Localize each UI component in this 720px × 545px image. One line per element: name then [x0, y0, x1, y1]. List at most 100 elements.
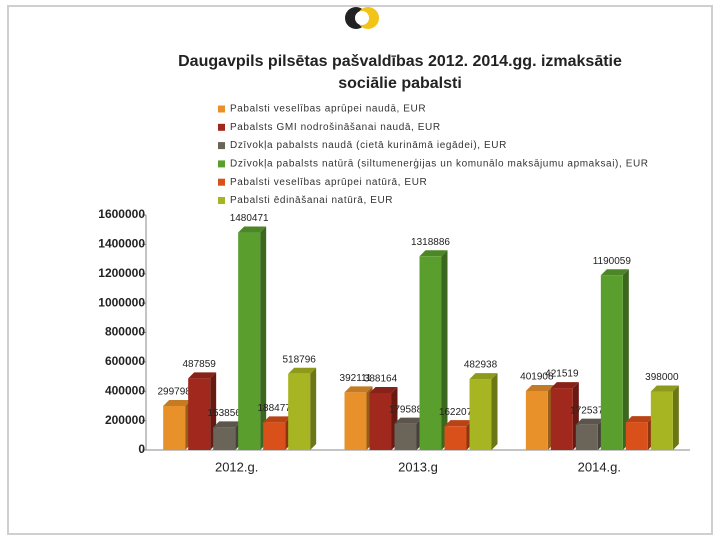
value-label: 1480471	[230, 213, 269, 224]
bar	[344, 386, 373, 450]
legend-swatch	[218, 123, 225, 131]
bar-face	[288, 373, 311, 450]
value-label: 1318886	[411, 237, 450, 248]
bar-top	[369, 386, 398, 393]
value-label: 518796	[282, 354, 316, 365]
y-tick-label: 1200000	[98, 266, 145, 280]
bar	[263, 416, 292, 450]
bar-top	[469, 373, 498, 380]
bar-side	[622, 269, 629, 450]
bar	[444, 420, 473, 450]
value-label: 179588	[389, 404, 423, 415]
bar-top	[238, 226, 267, 233]
value-label: 299798	[157, 387, 191, 398]
value-label: 188477	[257, 403, 291, 414]
bar-face	[263, 422, 286, 450]
value-label: 487859	[182, 359, 216, 370]
bar-top	[650, 385, 679, 392]
bar-side	[491, 373, 498, 450]
bar-side	[672, 385, 679, 450]
legend-swatch	[218, 178, 225, 186]
bar	[550, 382, 579, 450]
bar-face	[238, 232, 261, 450]
y-tick-label: 800000	[105, 325, 145, 339]
y-tick-label: 400000	[105, 383, 145, 397]
bar-face	[444, 426, 467, 450]
bar	[213, 421, 242, 450]
legend-label: Pabalsti veselības aprūpei natūrā, EUR	[230, 177, 427, 188]
value-label: 153856	[207, 408, 241, 419]
x-tick-label: 2014.g.	[578, 459, 621, 474]
bar-top	[444, 420, 473, 427]
bar	[419, 250, 448, 450]
legend-label: Dzīvokļa pabalsts natūrā (siltumenerģija…	[230, 157, 649, 170]
bar-face	[575, 424, 598, 450]
bar-top	[188, 372, 217, 379]
bar	[369, 386, 398, 450]
bar	[238, 226, 267, 450]
bar-face	[163, 405, 186, 450]
logo	[345, 7, 379, 29]
legend-label: Dzīvokļa pabalsts naudā (cietā kurināmā …	[230, 140, 507, 151]
value-label: 392111	[340, 373, 372, 384]
bar-top	[419, 250, 448, 257]
bar-side	[310, 367, 317, 450]
bar	[163, 399, 192, 450]
x-tick-label: 2012.g.	[215, 459, 258, 474]
y-tick-label: 1000000	[98, 295, 145, 309]
bar-face	[213, 427, 236, 450]
bar	[288, 367, 317, 450]
bar	[525, 384, 554, 450]
y-tick-label: 200000	[105, 413, 145, 427]
bar-top	[575, 418, 604, 425]
bar-face	[600, 275, 623, 450]
legend-swatch	[218, 197, 225, 204]
value-label: 172537	[570, 405, 604, 416]
bar-top	[344, 386, 373, 393]
y-tick-label: 600000	[105, 354, 145, 368]
value-label: 482938	[464, 360, 498, 371]
bar-face	[625, 422, 648, 450]
bar-side	[260, 226, 267, 450]
legend-label: Pabalsts GMI nodrošināšanai naudā, EUR	[230, 122, 441, 133]
bar-face	[344, 392, 367, 450]
bar-top	[525, 384, 554, 391]
value-label: 388164	[364, 374, 398, 385]
bar-top	[600, 269, 629, 276]
legend-swatch	[218, 142, 225, 150]
bar	[469, 373, 498, 450]
chart-title: Daugavpils pilsētas pašvaldības 2012. 20…	[178, 53, 622, 92]
bar-top	[263, 416, 292, 423]
bar-face	[188, 378, 211, 450]
bar-top	[288, 367, 317, 374]
bar-face	[394, 423, 417, 450]
bar-face	[550, 388, 573, 450]
legend-label: Pabalsti veselības aprūpei naudā, EUR	[230, 104, 426, 115]
legend-swatch	[218, 105, 225, 113]
value-label: 401908	[520, 372, 554, 383]
bar	[575, 418, 604, 450]
bar-face	[650, 391, 673, 450]
legend-swatch	[218, 160, 225, 168]
bar	[394, 417, 423, 450]
value-label: 162207	[439, 407, 473, 418]
value-label: 1190059	[593, 256, 632, 267]
bar-face	[469, 379, 492, 450]
x-tick-label: 2013.g	[398, 459, 438, 474]
bar-top	[213, 421, 242, 428]
bar-top	[394, 417, 423, 424]
bar-side	[441, 250, 448, 450]
y-tick-label: 1600000	[98, 207, 145, 221]
bar-face	[419, 256, 442, 450]
bar-top	[550, 382, 579, 389]
value-label: 398000	[645, 372, 679, 383]
bar	[600, 269, 629, 450]
y-tick-label: 1400000	[98, 237, 145, 251]
bar-top	[625, 416, 654, 423]
bar	[650, 385, 679, 450]
legend-label: Pabalsti ēdināšanai natūrā, EUR	[230, 195, 393, 206]
bar-top	[163, 399, 192, 406]
bar	[625, 416, 654, 450]
bar-face	[369, 392, 392, 450]
